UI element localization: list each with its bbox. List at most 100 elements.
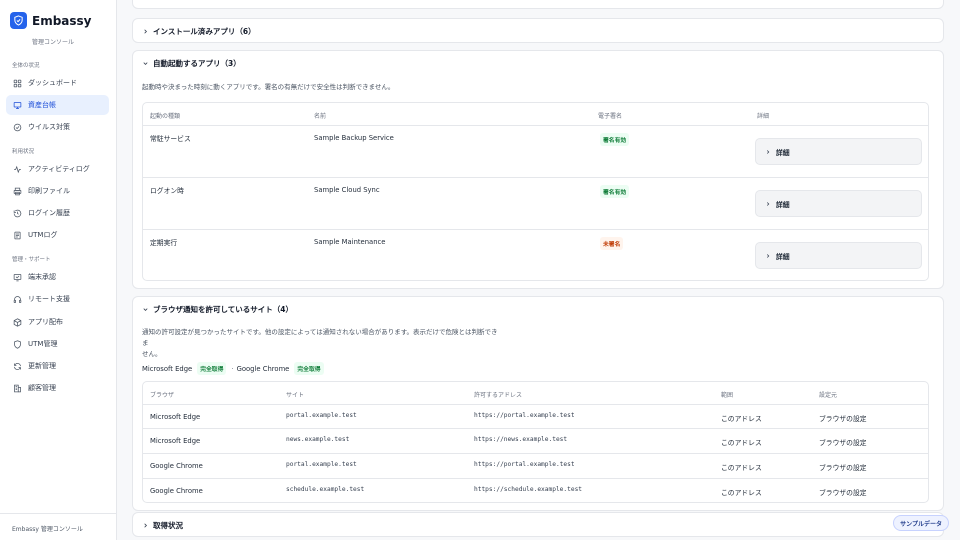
sidebar-item-label: 資産台帳 bbox=[28, 101, 56, 109]
cell-source: ブラウザの設定 bbox=[819, 415, 867, 423]
monitor-icon bbox=[13, 101, 22, 110]
divider bbox=[143, 229, 928, 230]
sidebar-item-update-management[interactable]: 更新管理 bbox=[6, 356, 109, 376]
status-badge: 未署名 bbox=[600, 237, 624, 250]
sidebar-item-label: UTM管理 bbox=[28, 340, 58, 348]
detail-toggle-button[interactable]: 詳細 bbox=[755, 190, 922, 217]
installed-apps-section: インストール済みアプリ（6） bbox=[132, 18, 944, 43]
cell-scope: このアドレス bbox=[721, 464, 762, 472]
card-collapsed-top bbox=[132, 0, 944, 9]
cell-address: https://schedule.example.test bbox=[474, 486, 583, 493]
status-badge: 完全取得 bbox=[197, 362, 227, 375]
divider bbox=[143, 404, 928, 405]
sidebar-item-device-approval[interactable]: 端末承認 bbox=[6, 267, 109, 287]
sidebar-item-label: UTMログ bbox=[28, 231, 58, 239]
sidebar-item-utm-management[interactable]: UTM管理 bbox=[6, 334, 109, 354]
acquisition-header[interactable]: 取得状況 bbox=[133, 513, 943, 537]
history-icon bbox=[13, 209, 22, 218]
sidebar-item-customer-management[interactable]: 顧客管理 bbox=[6, 378, 109, 398]
brand-name: Embassy bbox=[32, 13, 92, 28]
chevron-down-icon bbox=[141, 60, 149, 68]
notifications-table: ブラウザ サイト 許可するアドレス 範囲 設定元 Microsoft Edge … bbox=[142, 381, 929, 503]
cell-source: ブラウザの設定 bbox=[819, 439, 867, 447]
grid-icon bbox=[13, 79, 22, 88]
detail-label: 詳細 bbox=[776, 252, 790, 261]
chevron-down-icon bbox=[141, 306, 149, 314]
sidebar-item-app-distribution[interactable]: アプリ配布 bbox=[6, 312, 109, 332]
detail-toggle-button[interactable]: 詳細 bbox=[755, 138, 922, 165]
autostart-section: 自動起動するアプリ（3） 起動時や決まった時刻に動くアプリです。署名の有無だけで… bbox=[132, 50, 944, 289]
divider bbox=[143, 428, 928, 429]
brand-subtitle: 管理コンソール bbox=[32, 39, 75, 46]
acquisition-title: 取得状況 bbox=[153, 520, 183, 530]
sidebar-item-assets[interactable]: 資産台帳 bbox=[6, 95, 109, 115]
cell-type: ログオン時 bbox=[150, 187, 184, 195]
sidebar-item-antivirus[interactable]: ウイルス対策 bbox=[6, 117, 109, 137]
notifications-section: ブラウザ通知を許可しているサイト（4） 通知の許可設定が見つかったサイトです。他… bbox=[132, 296, 944, 511]
cell-source: ブラウザの設定 bbox=[819, 464, 867, 472]
cell-site: schedule.example.test bbox=[286, 486, 365, 493]
cell-browser: Microsoft Edge bbox=[150, 437, 201, 445]
nav-section-admin: 管理・サポート bbox=[12, 257, 51, 263]
detail-label: 詳細 bbox=[776, 200, 790, 209]
cell-site: portal.example.test bbox=[286, 461, 357, 468]
cell-type: 常駐サービス bbox=[150, 135, 191, 143]
cell-scope: このアドレス bbox=[721, 489, 762, 497]
sidebar-item-dashboard[interactable]: ダッシュボード bbox=[6, 73, 109, 93]
building-icon bbox=[13, 384, 22, 393]
detail-toggle-button[interactable]: 詳細 bbox=[755, 242, 922, 269]
divider bbox=[143, 478, 928, 479]
sidebar-item-label: 更新管理 bbox=[28, 362, 56, 370]
sidebar-item-utm-log[interactable]: UTMログ bbox=[6, 225, 109, 245]
cell-address: https://news.example.test bbox=[474, 436, 568, 443]
autostart-table: 起動の種類 名前 電子署名 詳細 常駐サービス Sample Backup Se… bbox=[142, 102, 929, 281]
status-badge: 署名有効 bbox=[600, 133, 630, 146]
document-icon bbox=[13, 231, 22, 240]
status-badge: 完全取得 bbox=[294, 362, 324, 375]
cell-browser: Google Chrome bbox=[150, 462, 203, 470]
column-header: 電子署名 bbox=[598, 113, 623, 120]
installed-apps-header[interactable]: インストール済みアプリ（6） bbox=[133, 19, 943, 44]
sidebar-item-print-files[interactable]: 印刷ファイル bbox=[6, 181, 109, 201]
column-header: サイト bbox=[286, 392, 305, 399]
divider bbox=[143, 177, 928, 178]
browser-edge-label: Microsoft Edge bbox=[142, 364, 193, 373]
headset-icon bbox=[13, 295, 22, 304]
column-header: 設定元 bbox=[819, 392, 838, 399]
status-badge: 署名有効 bbox=[600, 185, 630, 198]
brand: Embassy bbox=[10, 12, 92, 29]
browser-chrome-label: Google Chrome bbox=[236, 364, 290, 373]
cell-scope: このアドレス bbox=[721, 415, 762, 423]
cell-site: portal.example.test bbox=[286, 412, 357, 419]
sample-data-chip[interactable]: サンプルデータ bbox=[893, 515, 949, 531]
separator: · bbox=[231, 364, 234, 373]
installed-apps-title: インストール済みアプリ（6） bbox=[153, 27, 256, 36]
sidebar-item-login-history[interactable]: ログイン履歴 bbox=[6, 203, 109, 223]
column-header: ブラウザ bbox=[150, 392, 175, 399]
approval-icon bbox=[13, 273, 22, 282]
cell-name: Sample Backup Service bbox=[314, 134, 394, 142]
refresh-icon bbox=[13, 362, 22, 371]
sidebar-item-label: アクティビティログ bbox=[28, 165, 90, 173]
sidebar-item-label: ダッシュボード bbox=[28, 79, 77, 87]
detail-label: 詳細 bbox=[776, 148, 790, 157]
sidebar-item-remote-support[interactable]: リモート支援 bbox=[6, 289, 109, 309]
sidebar-item-label: リモート支援 bbox=[28, 295, 70, 303]
package-icon bbox=[13, 317, 22, 327]
sidebar-item-activity-log[interactable]: アクティビティログ bbox=[6, 159, 109, 179]
chevron-right-icon bbox=[764, 252, 772, 260]
column-header: 起動の種類 bbox=[150, 113, 181, 120]
chevron-right-icon bbox=[764, 200, 772, 208]
notifications-header[interactable]: ブラウザ通知を許可しているサイト（4） bbox=[133, 297, 943, 322]
cell-source: ブラウザの設定 bbox=[819, 489, 867, 497]
nav-section-overall: 全体の状況 bbox=[12, 63, 40, 69]
cell-name: Sample Maintenance bbox=[314, 238, 386, 246]
autostart-header[interactable]: 自動起動するアプリ（3） bbox=[133, 51, 943, 76]
autostart-title: 自動起動するアプリ（3） bbox=[153, 59, 241, 68]
description-line: 通知の許可設定が見つかったサイトです。他の設定によっては通知されない場合がありま… bbox=[142, 328, 498, 347]
column-header: 許可するアドレス bbox=[474, 392, 523, 399]
sidebar-item-label: 端末承認 bbox=[28, 273, 56, 281]
cell-site: news.example.test bbox=[286, 436, 350, 443]
cell-browser: Google Chrome bbox=[150, 487, 203, 495]
sidebar-item-label: ウイルス対策 bbox=[28, 123, 70, 131]
